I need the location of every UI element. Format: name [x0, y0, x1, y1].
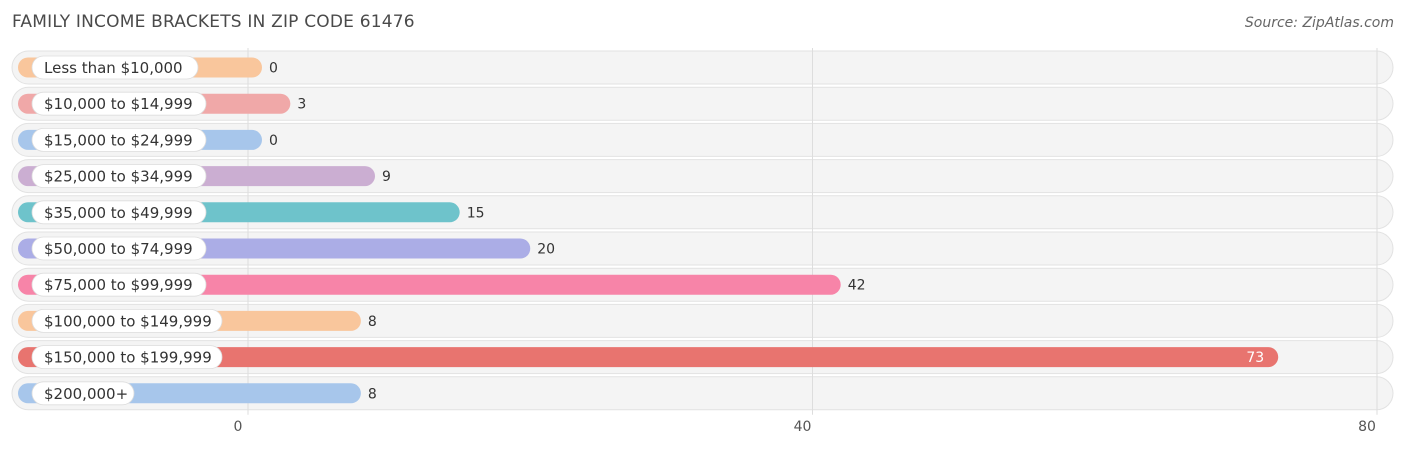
value-label-25-000-to-34-999: 9: [382, 169, 391, 185]
category-label-35-000-to-49-999: $35,000 to $49,999: [44, 204, 193, 222]
x-tick-label-0: 0: [234, 419, 243, 435]
category-label-100-000-to-149-999: $100,000 to $149,999: [44, 312, 212, 330]
category-pill-200-000: [31, 381, 135, 406]
category-label-15-000-to-24-999: $15,000 to $24,999: [44, 131, 193, 149]
category-label-less-than-10-000: Less than $10,000: [44, 59, 183, 77]
category-label-50-000-to-74-999: $50,000 to $74,999: [44, 240, 193, 258]
chart-source: Source: ZipAtlas.com: [1244, 15, 1394, 31]
value-label-50-000-to-74-999: 20: [537, 242, 555, 258]
category-pill-50-000-to-74-999: [31, 236, 207, 261]
category-pill-10-000-to-14-999: [31, 91, 207, 116]
category-pill-25-000-to-34-999: [31, 164, 207, 189]
row-bg-200-000: [11, 376, 1394, 411]
chart-title: FAMILY INCOME BRACKETS IN ZIP CODE 61476: [12, 12, 415, 32]
row-bg-100-000-to-149-999: [11, 303, 1394, 338]
value-label-100-000-to-149-999: 8: [368, 314, 377, 330]
category-label-75-000-to-99-999: $75,000 to $99,999: [44, 276, 193, 294]
category-pill-75-000-to-99-999: [31, 272, 207, 297]
category-pill-150-000-to-199-999: [31, 345, 223, 370]
value-label-200-000: 8: [368, 386, 377, 402]
category-label-150-000-to-199-999: $150,000 to $199,999: [44, 349, 212, 367]
value-label-35-000-to-49-999: 15: [467, 205, 485, 221]
bars: Less than $10,000 0 $10,000 to $14,999 3 $15…: [18, 55, 1279, 406]
category-label-200-000: $200,000+: [44, 385, 128, 403]
bar-150-000-to-199-999: [18, 347, 1279, 368]
row-bg-less-than-10-000: [11, 50, 1394, 85]
bar-75-000-to-99-999: [18, 274, 841, 295]
category-label-25-000-to-34-999: $25,000 to $34,999: [44, 168, 193, 186]
value-label-15-000-to-24-999: 0: [269, 133, 278, 149]
x-tick-label-80: 80: [1358, 419, 1376, 435]
value-label-75-000-to-99-999: 42: [848, 278, 866, 294]
row-bg-15-000-to-24-999: [11, 122, 1394, 157]
category-pill-less-than-10-000: [31, 55, 199, 80]
category-label-10-000-to-14-999: $10,000 to $14,999: [44, 95, 193, 113]
value-label-less-than-10-000: 0: [269, 61, 278, 77]
category-pill-35-000-to-49-999: [31, 200, 207, 225]
row-bg-10-000-to-14-999: [11, 86, 1394, 121]
value-label-150-000-to-199-999: 73: [1246, 350, 1264, 366]
category-pill-100-000-to-149-999: [31, 308, 223, 333]
x-tick-label-40: 40: [794, 419, 812, 435]
category-pill-15-000-to-24-999: [31, 127, 207, 152]
value-label-10-000-to-14-999: 3: [297, 97, 306, 113]
